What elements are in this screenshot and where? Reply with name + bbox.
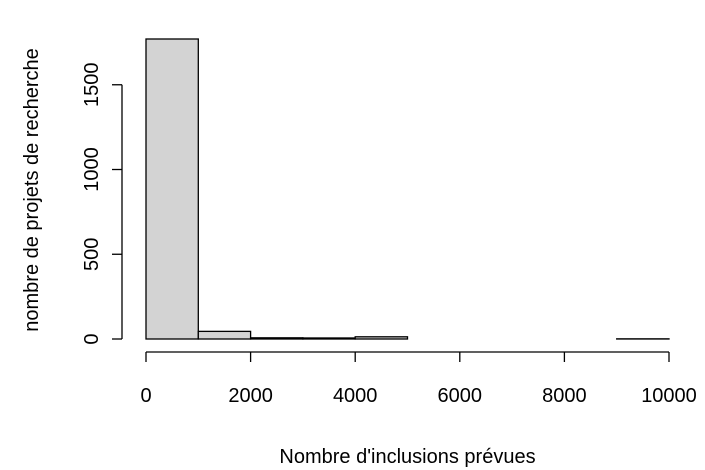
x-tick-label: 0 — [140, 385, 151, 407]
y-axis-title: nombre de projets de recherche — [21, 48, 43, 332]
y-tick-label: 0 — [81, 333, 103, 344]
y-axis: 0 500 1000 1500 — [81, 63, 123, 345]
x-tick-label: 8000 — [542, 385, 587, 407]
bars-group — [145, 38, 670, 340]
y-tick-label: 1000 — [81, 147, 103, 192]
histogram-bar-2 — [249, 337, 304, 340]
histogram-bar-1 — [197, 330, 252, 340]
histogram-bar-4 — [354, 336, 409, 340]
x-tick-label: 6000 — [438, 385, 483, 407]
y-tick-label: 1500 — [81, 63, 103, 108]
histogram-bar-0 — [145, 38, 199, 340]
x-axis: 0 2000 4000 6000 8000 10000 — [140, 351, 697, 407]
x-axis-title: Nombre d'inclusions prévues — [279, 446, 535, 468]
x-tick-label: 2000 — [228, 385, 273, 407]
y-tick-label: 500 — [81, 238, 103, 271]
histogram-bar-3 — [302, 337, 356, 340]
x-tick-label: 10000 — [641, 385, 697, 407]
x-tick-label: 4000 — [333, 385, 378, 407]
